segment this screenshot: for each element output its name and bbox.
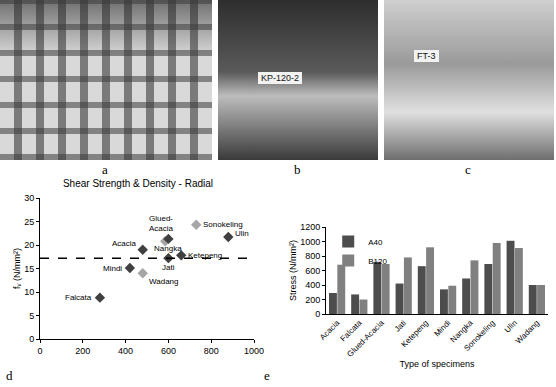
svg-text:200: 200 bbox=[75, 346, 90, 356]
svg-text:200: 200 bbox=[305, 295, 320, 305]
svg-text:0: 0 bbox=[37, 346, 42, 356]
svg-text:30: 30 bbox=[24, 193, 34, 203]
html-text:KP-120-2: KP-120-2 bbox=[261, 73, 299, 83]
html-text:a: a bbox=[102, 162, 108, 177]
html-text:b: b bbox=[294, 162, 301, 177]
html-text:e: e bbox=[264, 368, 270, 383]
svg-text:B120: B120 bbox=[368, 257, 387, 266]
svg-text:1000: 1000 bbox=[300, 237, 320, 247]
svg-text:Ketepeng: Ketepeng bbox=[400, 318, 431, 349]
svg-text:1200: 1200 bbox=[300, 222, 320, 232]
svg-text:10: 10 bbox=[24, 287, 34, 297]
svg-text:Acacia: Acacia bbox=[112, 239, 137, 248]
html-text:c: c bbox=[465, 162, 471, 177]
html-text:FT-3: FT-3 bbox=[417, 51, 436, 61]
svg-text:Mindi: Mindi bbox=[432, 318, 452, 338]
svg-text:400: 400 bbox=[118, 346, 133, 356]
svg-text:0: 0 bbox=[315, 309, 320, 319]
svg-text:25: 25 bbox=[24, 217, 34, 227]
svg-text:Falcata: Falcata bbox=[339, 318, 364, 343]
svg-text:Jati: Jati bbox=[393, 318, 408, 333]
svg-text:Glued-Acacia: Glued-Acacia bbox=[345, 318, 386, 359]
html-text:d: d bbox=[6, 368, 13, 383]
svg-text:600: 600 bbox=[161, 346, 176, 356]
svg-text:Glued-Acacia: Glued-Acacia bbox=[149, 214, 174, 233]
svg-text:Sonokeling: Sonokeling bbox=[462, 318, 496, 352]
svg-text:Jati: Jati bbox=[162, 263, 175, 272]
svg-text:400: 400 bbox=[305, 280, 320, 290]
svg-text:Shear Strength & Density - Rad: Shear Strength & Density - Radial bbox=[63, 178, 213, 189]
svg-text:Stress (N/mm²): Stress (N/mm²) bbox=[288, 240, 298, 301]
svg-text:Falcata: Falcata bbox=[65, 293, 92, 302]
svg-text:600: 600 bbox=[305, 266, 320, 276]
svg-text:Ketepeng: Ketepeng bbox=[188, 251, 222, 260]
svg-text:1000: 1000 bbox=[244, 346, 264, 356]
svg-text:Type of specimens: Type of specimens bbox=[399, 359, 475, 369]
svg-text:800: 800 bbox=[305, 251, 320, 261]
svg-text:Nangka: Nangka bbox=[154, 244, 182, 253]
svg-text:Ulin: Ulin bbox=[235, 229, 249, 238]
svg-text:Wadang: Wadang bbox=[149, 277, 179, 286]
svg-text:15: 15 bbox=[24, 264, 34, 274]
svg-text:20: 20 bbox=[24, 240, 34, 250]
svg-text:Mindi: Mindi bbox=[103, 264, 122, 273]
svg-text:Sonokeling: Sonokeling bbox=[203, 220, 243, 229]
svg-text:0: 0 bbox=[29, 334, 34, 344]
svg-text:fᵥ (N/mm²): fᵥ (N/mm²) bbox=[12, 248, 22, 289]
svg-text:5: 5 bbox=[29, 311, 34, 321]
svg-text:Ulin: Ulin bbox=[503, 318, 519, 334]
svg-text:Nangka: Nangka bbox=[449, 318, 475, 344]
svg-text:Acacia: Acacia bbox=[318, 318, 342, 342]
svg-text:800: 800 bbox=[204, 346, 219, 356]
svg-text:Wadang: Wadang bbox=[514, 318, 541, 345]
svg-text:A40: A40 bbox=[368, 238, 383, 247]
